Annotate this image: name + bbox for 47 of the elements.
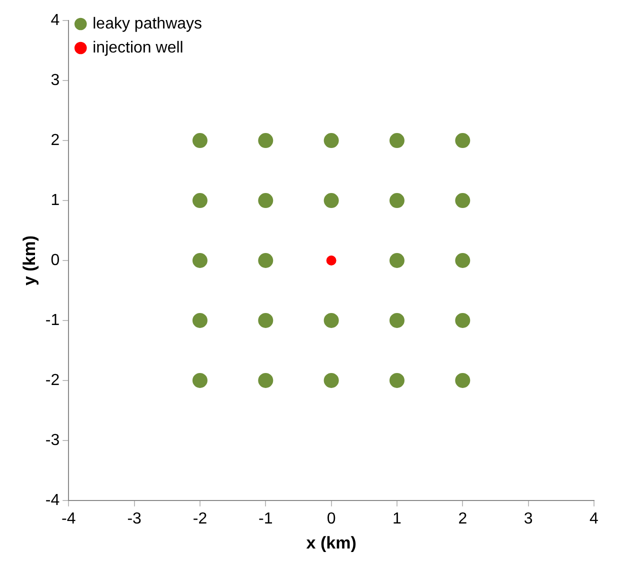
y-tick-label: 0 xyxy=(50,252,60,269)
point xyxy=(389,372,404,388)
x-tick-label: -4 xyxy=(62,510,76,528)
point xyxy=(192,312,208,328)
point xyxy=(326,256,336,266)
y-tick-label: -4 xyxy=(45,492,60,509)
y-tick-label: -3 xyxy=(45,432,60,449)
x-tick-label: 1 xyxy=(392,510,402,528)
legend-label: leaky pathways xyxy=(92,15,202,32)
y-axis-title: y (km) xyxy=(20,235,39,286)
y-tick-label: -1 xyxy=(45,312,60,329)
point xyxy=(324,133,339,148)
x-tick-label: -1 xyxy=(258,510,273,528)
y-tick-label: 1 xyxy=(50,192,60,209)
point xyxy=(389,193,404,208)
x-tick-label: -2 xyxy=(192,510,208,528)
point xyxy=(324,372,339,388)
y-tick-label: 2 xyxy=(50,132,60,149)
point xyxy=(192,372,208,388)
y-tick-label: 4 xyxy=(50,12,60,30)
point xyxy=(258,253,274,268)
y-tick-label: -2 xyxy=(45,372,60,389)
point xyxy=(389,312,404,328)
y-tick-label: 3 xyxy=(50,72,60,89)
x-tick-label: -3 xyxy=(127,510,142,528)
point xyxy=(258,133,274,148)
x-tick-label: 2 xyxy=(458,510,468,528)
point xyxy=(389,133,404,148)
point xyxy=(258,193,274,208)
legend-label: injection well xyxy=(92,39,184,56)
point xyxy=(389,253,404,268)
point xyxy=(192,253,208,268)
point xyxy=(455,312,470,328)
point xyxy=(258,372,274,388)
x-tick-label: 4 xyxy=(590,510,599,528)
point xyxy=(455,253,470,268)
point xyxy=(455,133,470,148)
point xyxy=(192,193,208,208)
x-axis-title: x (km) xyxy=(306,533,356,552)
x-tick-label: 0 xyxy=(326,510,336,528)
point xyxy=(455,372,470,388)
point xyxy=(455,193,470,208)
point xyxy=(192,133,208,148)
point xyxy=(324,312,339,328)
x-tick-label: 3 xyxy=(524,510,533,528)
point xyxy=(258,312,274,328)
point xyxy=(324,193,339,208)
